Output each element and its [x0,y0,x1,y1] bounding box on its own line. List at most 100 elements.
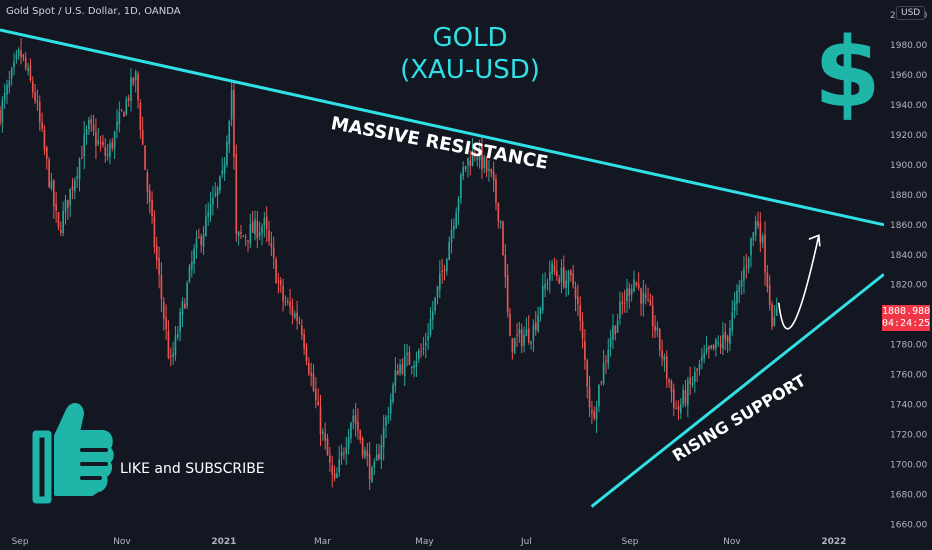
candle-body [184,303,186,309]
time-tick-label: 2022 [821,537,846,547]
chart-title: GOLD (XAU-USD) [355,22,585,86]
candle-body [235,154,238,234]
candle-body [305,346,308,362]
candle-body [403,355,406,377]
candle-body [427,335,429,341]
time-tick-label: Nov [113,537,131,547]
candle-body [293,313,296,318]
candle-body [10,68,13,79]
dollar-icon: $ [814,17,881,129]
candle-body [600,381,603,383]
candle-body [663,356,666,361]
candle-body [298,322,301,324]
candle-body [577,296,579,305]
candle-body [588,387,591,408]
candle-body [429,319,432,335]
candle-body [155,245,158,261]
candle-body [221,170,224,175]
candle-body [216,187,219,196]
candle-body [469,160,472,167]
candle-body [593,411,596,419]
candle-body [212,197,214,205]
candle-body [696,368,698,371]
candle-body [312,373,315,391]
candle-body [450,229,453,243]
candle-body [249,224,252,244]
candle-body [172,353,174,358]
candle-body [541,285,544,311]
candle-body [300,325,303,335]
candle-body [144,145,146,170]
candle-body [422,348,425,350]
candle-body [675,408,677,410]
candle-body [534,322,537,330]
candle-body [733,301,736,311]
title-line-2: (XAU-USD) [400,55,540,85]
candle-body [544,284,546,289]
candle-body [609,338,612,348]
candle-body [518,329,521,335]
candle-body [385,417,387,427]
candle-body [50,181,53,189]
candle-body [67,199,69,208]
candle-body [478,146,481,161]
candle-body [413,365,415,369]
candle-body [261,226,263,234]
candle-body [490,168,493,173]
candle-body [476,158,479,160]
candle-body [74,180,76,192]
candle-body [434,297,436,311]
candle-body [736,290,738,304]
candle-body [717,342,720,344]
candle-body [13,61,15,68]
candle-body [525,329,528,337]
candle-body [258,232,261,236]
candle-body [265,216,268,229]
candle-body [169,356,172,358]
candle-body [36,101,39,103]
candle-body [591,409,593,414]
candle-body [757,221,759,226]
candle-body [209,204,212,216]
candle-body [630,288,633,295]
candle-body [191,261,193,270]
candle-body [431,311,434,320]
candle-body [310,372,312,376]
candle-body [546,283,549,285]
candle-body [558,278,560,284]
candle-body [457,198,460,212]
candle-body [523,335,525,346]
candle-body [719,343,722,348]
price-tick-label: 1880.00 [890,191,927,201]
candle-body [188,266,191,282]
price-axis: 1660.00 1680.00 1700.00 1720.00 1740.00 1760.… [884,0,932,550]
candle-body [324,433,327,441]
candle-body [499,221,502,223]
candle-body [635,282,638,285]
candle-body [359,430,362,440]
candle-body [251,221,254,233]
candle-body [350,422,352,439]
candle-body [417,350,420,360]
time-tick-label: Sep [12,537,29,547]
candle-body [726,336,729,343]
candle-body [347,437,350,449]
candle-body [679,404,682,413]
candle-body [22,54,25,58]
candle-body [647,299,649,301]
candle-body [167,330,170,358]
currency-badge[interactable]: USD [896,6,926,20]
candle-body [340,451,343,457]
candle-body [616,320,619,333]
candle-body [64,199,67,213]
candle-body [244,236,247,238]
candle-body [698,364,701,371]
candle-body [160,275,163,300]
candle-body [387,416,390,419]
candle-body [354,415,357,424]
candle-body [380,445,383,460]
candle-body [378,453,380,460]
candle-body [148,190,151,203]
candle-body [331,465,334,475]
candle-body [665,355,668,379]
